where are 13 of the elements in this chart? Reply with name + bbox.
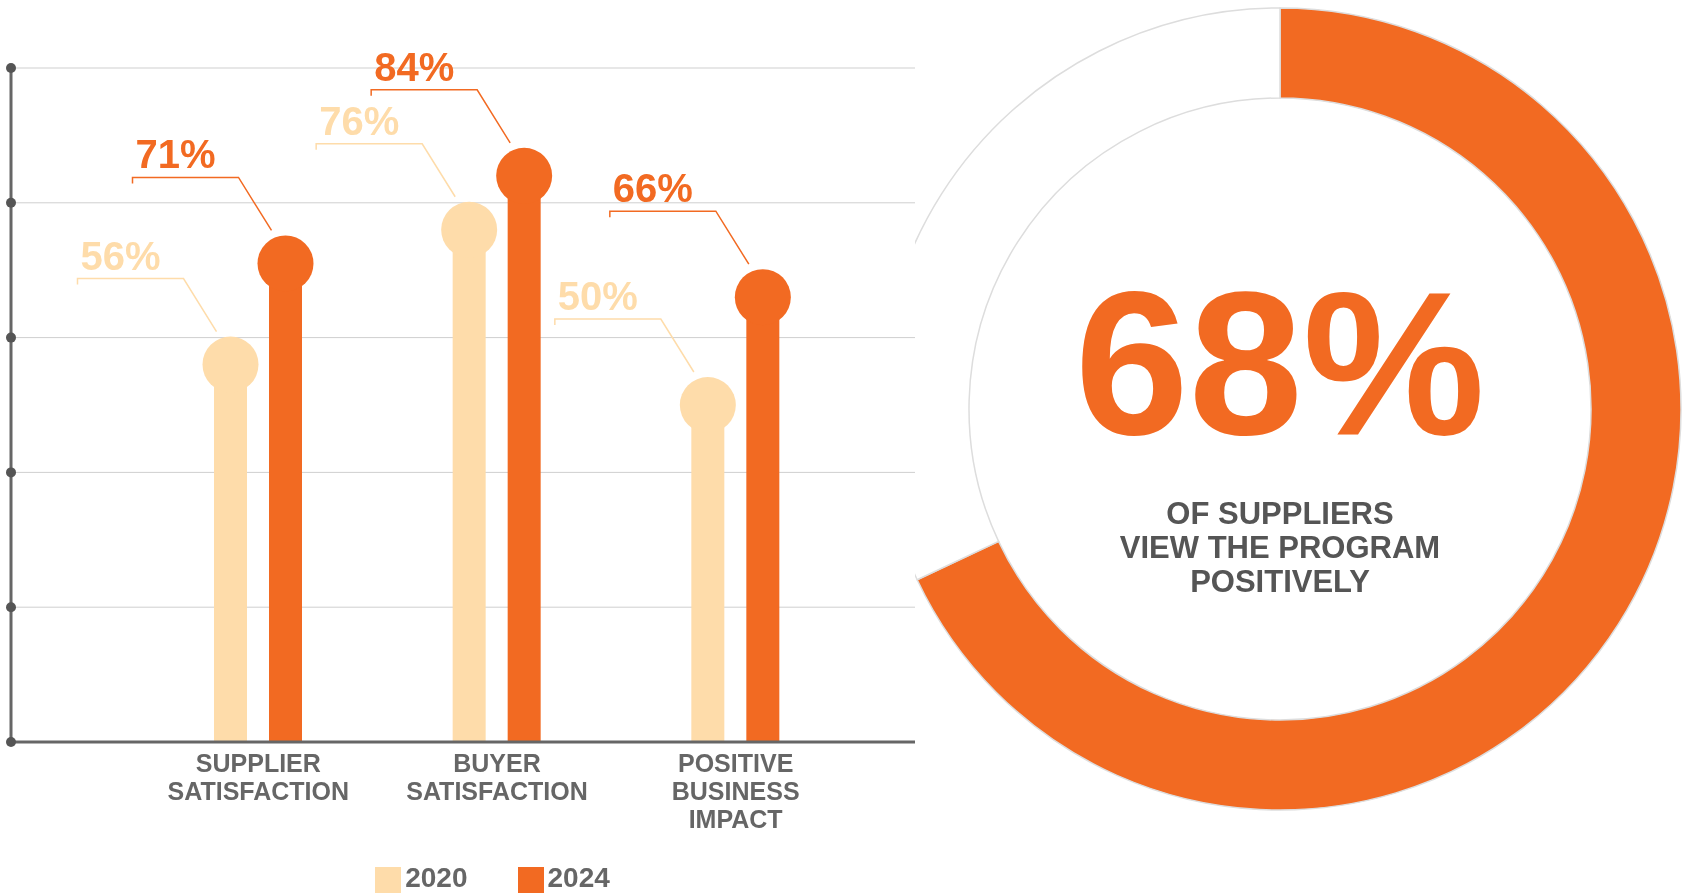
- legend-label: 2024: [547, 862, 610, 893]
- data-label: 71%: [135, 132, 216, 177]
- data-label: 84%: [374, 44, 455, 89]
- legend-label: 2020: [405, 862, 468, 893]
- x-tick-label: POSITIVE BUSINESS IMPACT: [671, 749, 800, 833]
- x-tick-label: BUYER SATISFACTION: [406, 749, 588, 805]
- data-label: 76%: [319, 98, 400, 143]
- data-label: 50%: [557, 274, 638, 318]
- data-label: 56%: [80, 233, 161, 278]
- data-label: 68%: [1074, 248, 1486, 477]
- data-label: 66%: [612, 166, 693, 211]
- x-tick-label: SUPPLIER SATISFACTION: [167, 749, 350, 805]
- text: OF SUPPLIERS VIEW THE PROGRAM POSITIVELY: [1118, 496, 1442, 599]
